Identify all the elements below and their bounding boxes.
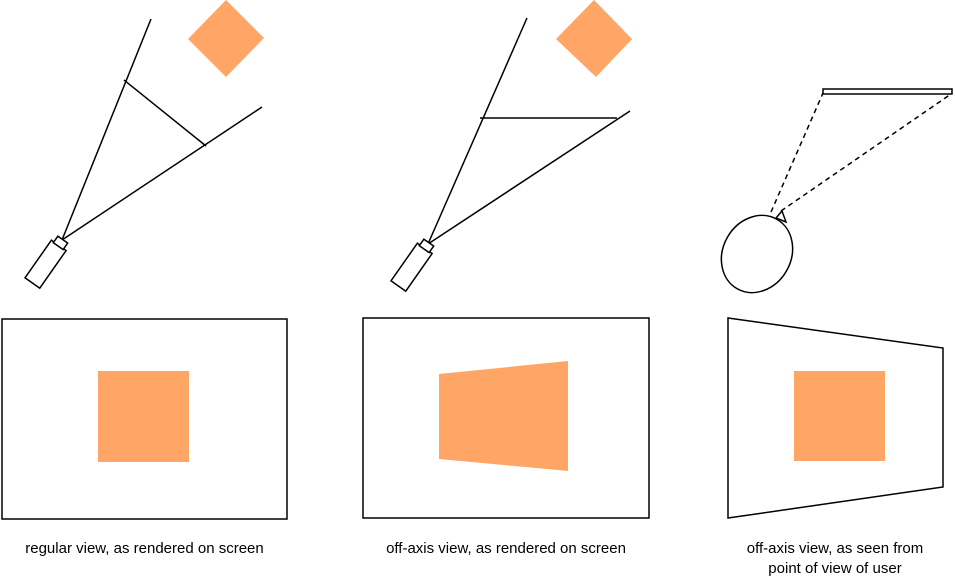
camera-scene-off-axis (389, 17, 631, 293)
frustum-edge-right (61, 106, 263, 241)
caption-off-axis-view: off-axis view, as rendered on screen (363, 539, 649, 559)
screen-frame (362, 317, 650, 519)
panel-off-axis-view (362, 0, 650, 519)
panel-user-view (720, 88, 953, 519)
screen-frame-perspective (727, 317, 944, 519)
perceived-object (794, 371, 885, 461)
object-square-top (188, 0, 264, 77)
caption-line: off-axis view, as rendered on screen (386, 540, 626, 557)
frustum-edge-left (61, 18, 152, 241)
caption-line: point of view of user (768, 560, 902, 577)
sight-line-left (770, 92, 824, 213)
panel-regular-view (1, 0, 288, 520)
rendered-object-skewed (439, 361, 568, 471)
caption-user-view: off-axis view, as seen from point of vie… (715, 539, 955, 579)
screen-frame (1, 318, 288, 520)
camera-icon (389, 238, 435, 293)
frustum-edge-right (427, 110, 631, 245)
camera-icon (23, 235, 69, 290)
user-nose-icon (774, 209, 788, 224)
caption-regular-view: regular view, as rendered on screen (2, 539, 287, 559)
user-scene (720, 88, 953, 294)
caption-line: regular view, as rendered on screen (25, 540, 264, 557)
user-head-icon (720, 214, 794, 294)
object-square-top (556, 0, 632, 77)
caption-line: off-axis view, as seen from (746, 540, 924, 557)
camera-scene-regular (23, 18, 263, 290)
frustum-edge-left (427, 17, 528, 245)
sight-line-right (780, 93, 952, 212)
near-plane-line (123, 79, 207, 147)
rendered-object (98, 371, 189, 462)
display-screen-edge (822, 88, 953, 95)
